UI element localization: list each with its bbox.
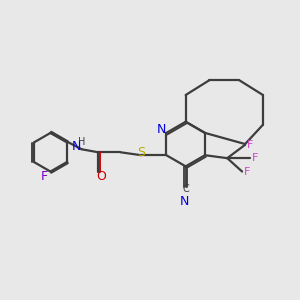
Text: F: F [252, 153, 258, 163]
Text: C: C [182, 184, 189, 194]
Text: F: F [40, 170, 47, 183]
Text: O: O [96, 169, 106, 182]
Text: F: F [244, 167, 251, 176]
Text: N: N [156, 123, 166, 136]
Text: F: F [247, 140, 254, 150]
Text: N: N [179, 195, 189, 208]
Text: S: S [137, 146, 145, 159]
Text: N: N [72, 140, 81, 153]
Text: H: H [78, 137, 85, 147]
